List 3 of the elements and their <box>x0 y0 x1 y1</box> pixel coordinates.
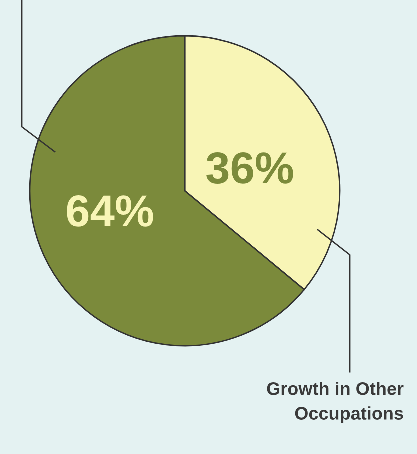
data-label: 64% <box>67 195 154 227</box>
data-label: 36% <box>206 152 294 184</box>
slice-label: Growth in Other Occupations <box>267 382 404 424</box>
